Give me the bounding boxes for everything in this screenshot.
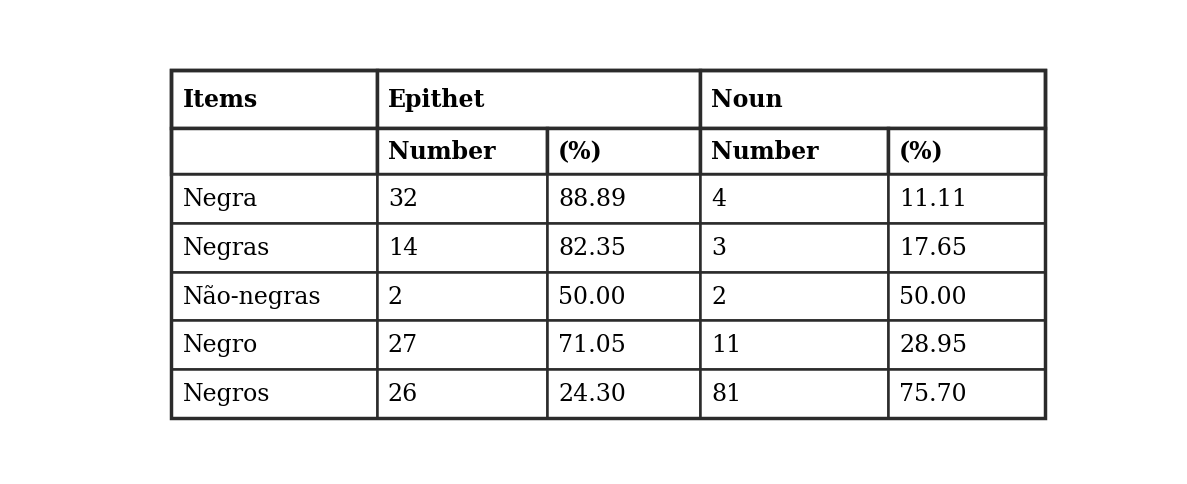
Bar	[376, 321, 547, 369]
Text: 11: 11	[711, 333, 742, 356]
Bar	[700, 272, 888, 321]
Bar	[376, 224, 547, 272]
Bar	[700, 175, 888, 224]
Text: Epithet: Epithet	[388, 88, 485, 112]
Text: Number: Number	[711, 140, 819, 164]
Text: 2: 2	[711, 285, 726, 308]
Text: 50.00: 50.00	[899, 285, 966, 308]
Bar	[700, 369, 888, 418]
Text: 88.89: 88.89	[558, 188, 627, 211]
Text: 3: 3	[711, 236, 726, 259]
Bar	[171, 272, 376, 321]
Text: 14: 14	[388, 236, 418, 259]
Bar	[171, 321, 376, 369]
Text: (%): (%)	[899, 140, 944, 164]
Text: (%): (%)	[558, 140, 603, 164]
Bar	[376, 128, 547, 175]
Text: 50.00: 50.00	[558, 285, 626, 308]
Bar	[888, 128, 1046, 175]
Bar	[547, 224, 700, 272]
Text: 4: 4	[711, 188, 726, 211]
Text: 26: 26	[388, 382, 418, 405]
Text: 82.35: 82.35	[558, 236, 626, 259]
Bar	[888, 369, 1046, 418]
Text: Number: Number	[388, 140, 495, 164]
Bar	[376, 175, 547, 224]
Text: Não-negras: Não-negras	[183, 285, 320, 308]
Text: 28.95: 28.95	[899, 333, 967, 356]
Bar	[888, 175, 1046, 224]
Text: Negros: Negros	[183, 382, 269, 405]
Bar	[547, 272, 700, 321]
Text: 17.65: 17.65	[899, 236, 967, 259]
Bar	[171, 369, 376, 418]
Text: 32: 32	[388, 188, 418, 211]
Text: 71.05: 71.05	[558, 333, 626, 356]
Bar	[700, 71, 1046, 128]
Bar	[700, 321, 888, 369]
Bar	[547, 321, 700, 369]
Text: 81: 81	[711, 382, 742, 405]
Text: Items: Items	[183, 88, 258, 112]
Bar	[888, 272, 1046, 321]
Bar	[171, 71, 376, 128]
Bar	[700, 224, 888, 272]
Text: 11.11: 11.11	[899, 188, 967, 211]
Bar	[700, 128, 888, 175]
Text: 24.30: 24.30	[558, 382, 626, 405]
Bar	[376, 369, 547, 418]
Text: 75.70: 75.70	[899, 382, 966, 405]
Bar	[888, 321, 1046, 369]
Bar	[376, 71, 700, 128]
Bar	[171, 175, 376, 224]
Text: Negras: Negras	[183, 236, 269, 259]
Bar	[547, 128, 700, 175]
Text: 27: 27	[388, 333, 418, 356]
Bar	[171, 128, 376, 175]
Bar	[171, 224, 376, 272]
Bar	[376, 272, 547, 321]
Text: Negra: Negra	[183, 188, 258, 211]
Bar	[547, 369, 700, 418]
Text: 2: 2	[388, 285, 402, 308]
Bar	[547, 175, 700, 224]
Text: Noun: Noun	[711, 88, 782, 112]
Text: Negro: Negro	[183, 333, 258, 356]
Bar	[888, 224, 1046, 272]
